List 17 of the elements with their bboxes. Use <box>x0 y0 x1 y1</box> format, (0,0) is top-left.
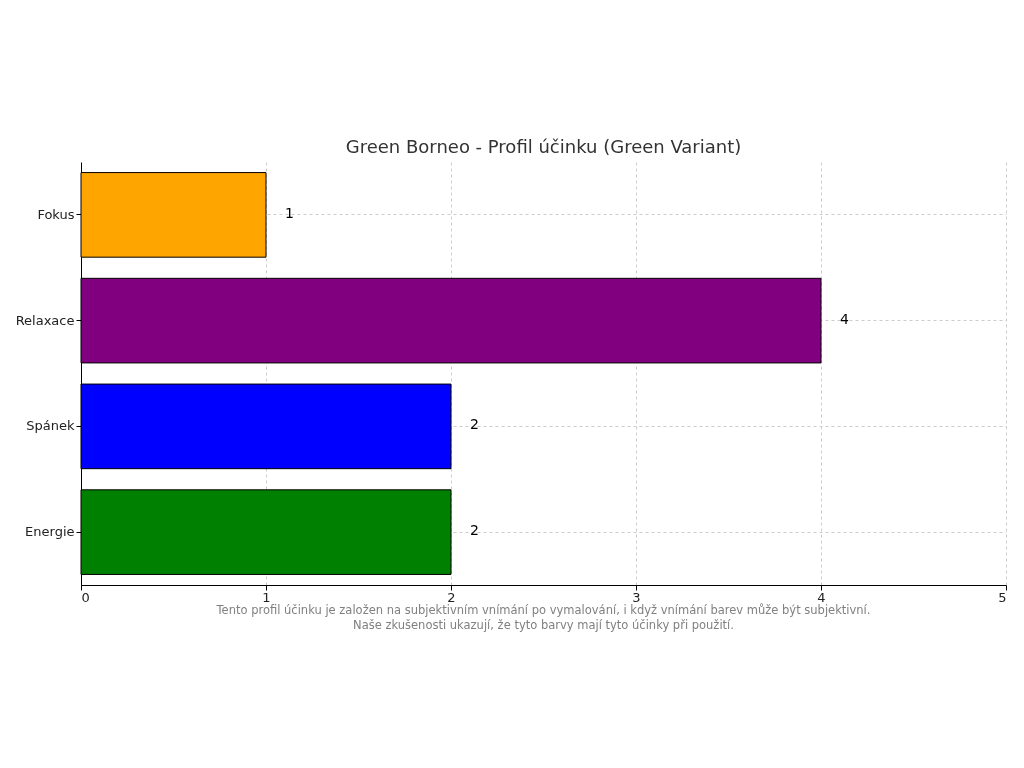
x-tick-label: 0 <box>81 589 90 605</box>
data-label: 4 <box>840 310 849 327</box>
x-tick-label: 2 <box>447 589 456 605</box>
text: Tento profil účinku je založen na subjektivním vnímání po vymalování, i když vnímání barev může být subjektivní. <box>215 603 872 618</box>
text: Naše zkušenosti ukazují, že tyto barvy mají tyto účinky při použití. <box>352 618 735 633</box>
y-tick-label: Relaxace <box>15 312 75 328</box>
y-tick-label: Fokus <box>37 206 75 222</box>
data-label: 1 <box>285 204 294 221</box>
chart-title: Green Borneo - Profil účinku (Green Variant) <box>345 136 742 157</box>
data-label: 2 <box>470 522 479 539</box>
x-tick-label: 3 <box>632 589 641 605</box>
y-tick-label: Spánek <box>26 418 75 434</box>
x-tick-label: 4 <box>817 589 826 605</box>
x-tick-label: 1 <box>262 589 271 605</box>
x-tick-label: 5 <box>998 589 1007 605</box>
data-label: 2 <box>470 416 479 433</box>
y-tick-label: Energie <box>25 524 75 540</box>
